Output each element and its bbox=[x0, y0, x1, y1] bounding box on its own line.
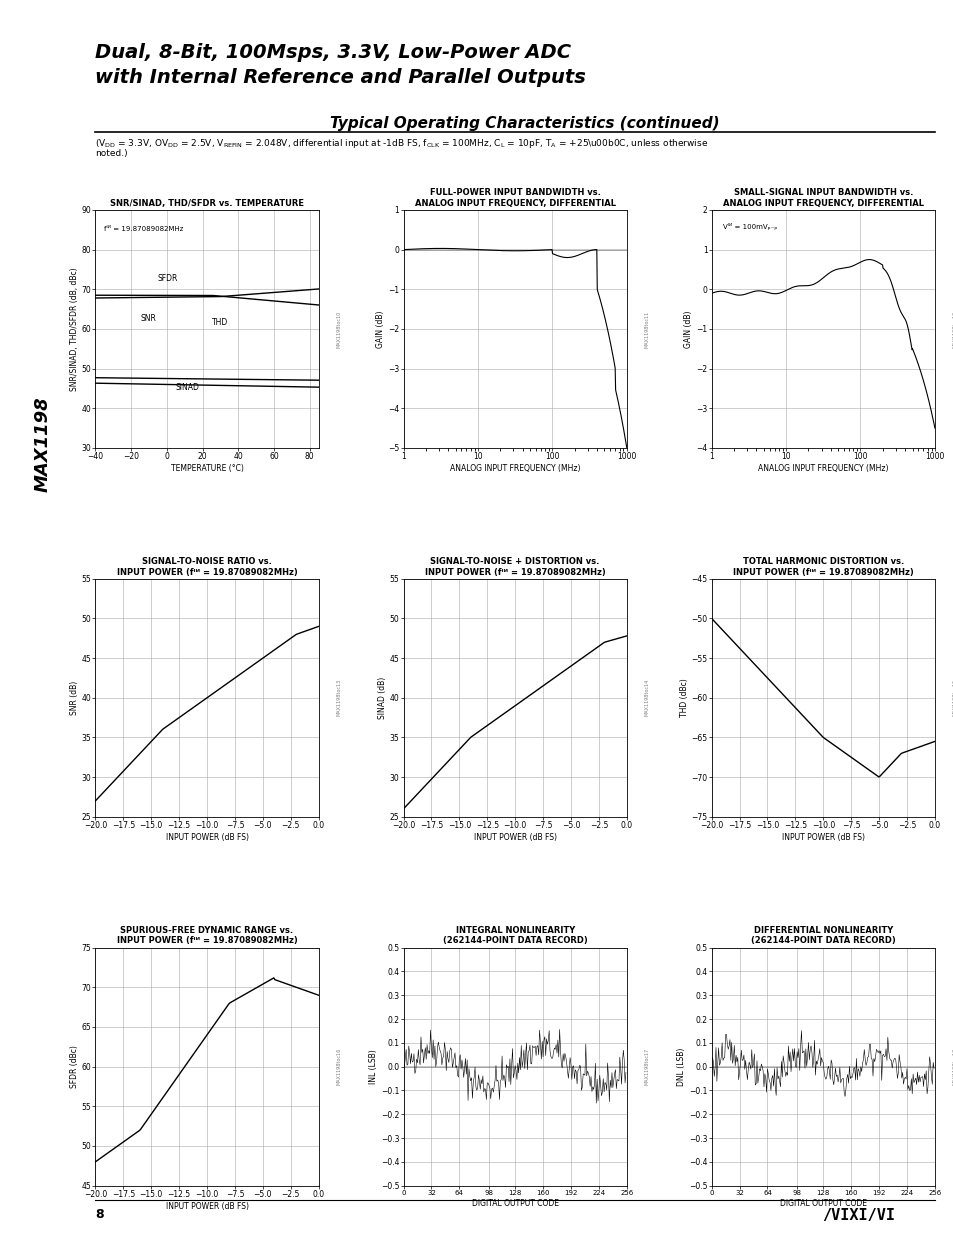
Title: SPURIOUS-FREE DYNAMIC RANGE vs.
INPUT POWER (fᴵᴻ = 19.87089082MHz): SPURIOUS-FREE DYNAMIC RANGE vs. INPUT PO… bbox=[116, 926, 297, 946]
X-axis label: INPUT POWER (dB FS): INPUT POWER (dB FS) bbox=[166, 1202, 249, 1210]
X-axis label: INPUT POWER (dB FS): INPUT POWER (dB FS) bbox=[473, 832, 557, 842]
Text: fᴵᴻ = 19.87089082MHz: fᴵᴻ = 19.87089082MHz bbox=[104, 226, 184, 232]
Text: SINAD: SINAD bbox=[175, 383, 199, 393]
Text: THD: THD bbox=[212, 317, 228, 327]
Y-axis label: DNL (LSB): DNL (LSB) bbox=[677, 1047, 685, 1086]
Title: INTEGRAL NONLINEARITY
(262144-POINT DATA RECORD): INTEGRAL NONLINEARITY (262144-POINT DATA… bbox=[442, 926, 587, 946]
Text: SNR: SNR bbox=[140, 314, 155, 324]
Title: DIFFERENTIAL NONLINEARITY
(262144-POINT DATA RECORD): DIFFERENTIAL NONLINEARITY (262144-POINT … bbox=[750, 926, 895, 946]
Y-axis label: SINAD (dB): SINAD (dB) bbox=[377, 677, 386, 719]
X-axis label: DIGITAL OUTPUT CODE: DIGITAL OUTPUT CODE bbox=[471, 1198, 558, 1208]
Y-axis label: SFDR (dBc): SFDR (dBc) bbox=[70, 1045, 79, 1088]
X-axis label: INPUT POWER (dB FS): INPUT POWER (dB FS) bbox=[166, 832, 249, 842]
Text: MAX1198toc14: MAX1198toc14 bbox=[644, 679, 649, 716]
X-axis label: TEMPERATURE (°C): TEMPERATURE (°C) bbox=[171, 464, 243, 473]
Text: MAX1198toc18: MAX1198toc18 bbox=[952, 1049, 953, 1086]
Y-axis label: INL (LSB): INL (LSB) bbox=[369, 1050, 377, 1084]
Y-axis label: SNR/SINAD, THD/SFDR (dB, dBc): SNR/SINAD, THD/SFDR (dB, dBc) bbox=[70, 267, 79, 390]
Title: SIGNAL-TO-NOISE + DISTORTION vs.
INPUT POWER (fᴵᴻ = 19.87089082MHz): SIGNAL-TO-NOISE + DISTORTION vs. INPUT P… bbox=[424, 557, 605, 577]
Text: MAX1198toc13: MAX1198toc13 bbox=[336, 679, 341, 716]
Title: SMALL-SIGNAL INPUT BANDWIDTH vs.
ANALOG INPUT FREQUENCY, DIFFERENTIAL: SMALL-SIGNAL INPUT BANDWIDTH vs. ANALOG … bbox=[722, 189, 923, 207]
X-axis label: ANALOG INPUT FREQUENCY (MHz): ANALOG INPUT FREQUENCY (MHz) bbox=[450, 464, 579, 473]
Text: MAX1198toc12: MAX1198toc12 bbox=[952, 310, 953, 347]
Text: SFDR: SFDR bbox=[158, 274, 178, 283]
Title: SNR/SINAD, THD/SFDR vs. TEMPERATURE: SNR/SINAD, THD/SFDR vs. TEMPERATURE bbox=[110, 199, 304, 207]
Text: MAX1198toc10: MAX1198toc10 bbox=[336, 310, 341, 347]
Title: FULL-POWER INPUT BANDWIDTH vs.
ANALOG INPUT FREQUENCY, DIFFERENTIAL: FULL-POWER INPUT BANDWIDTH vs. ANALOG IN… bbox=[415, 189, 615, 207]
Title: TOTAL HARMONIC DISTORTION vs.
INPUT POWER (fᴵᴻ = 19.87089082MHz): TOTAL HARMONIC DISTORTION vs. INPUT POWE… bbox=[732, 557, 913, 577]
Y-axis label: GAIN (dB): GAIN (dB) bbox=[683, 310, 693, 348]
Y-axis label: GAIN (dB): GAIN (dB) bbox=[375, 310, 385, 348]
Text: (V$_{\rm DD}$ = 3.3V, OV$_{\rm DD}$ = 2.5V, V$_{\rm REFIN}$ = 2.048V, differenti: (V$_{\rm DD}$ = 3.3V, OV$_{\rm DD}$ = 2.… bbox=[95, 137, 708, 151]
X-axis label: INPUT POWER (dB FS): INPUT POWER (dB FS) bbox=[781, 832, 863, 842]
Text: MAX1198toc16: MAX1198toc16 bbox=[336, 1049, 341, 1086]
Title: SIGNAL-TO-NOISE RATIO vs.
INPUT POWER (fᴵᴻ = 19.87089082MHz): SIGNAL-TO-NOISE RATIO vs. INPUT POWER (f… bbox=[116, 557, 297, 577]
Text: MAX1198toc11: MAX1198toc11 bbox=[644, 310, 649, 347]
Text: 8: 8 bbox=[95, 1208, 104, 1221]
Text: MAX1198toc15: MAX1198toc15 bbox=[952, 679, 953, 716]
Y-axis label: THD (dBc): THD (dBc) bbox=[679, 678, 688, 718]
Text: Dual, 8-Bit, 100Msps, 3.3V, Low-Power ADC: Dual, 8-Bit, 100Msps, 3.3V, Low-Power AD… bbox=[95, 43, 571, 62]
Text: MAX1198toc17: MAX1198toc17 bbox=[644, 1049, 649, 1086]
X-axis label: DIGITAL OUTPUT CODE: DIGITAL OUTPUT CODE bbox=[779, 1198, 866, 1208]
Text: Typical Operating Characteristics (continued): Typical Operating Characteristics (conti… bbox=[330, 116, 719, 131]
Y-axis label: SNR (dB): SNR (dB) bbox=[70, 680, 79, 715]
Text: /VIXI/VI: /VIXI/VI bbox=[821, 1208, 894, 1223]
X-axis label: ANALOG INPUT FREQUENCY (MHz): ANALOG INPUT FREQUENCY (MHz) bbox=[758, 464, 887, 473]
Text: Vᴵᴻ = 100mVₚ₋ₚ: Vᴵᴻ = 100mVₚ₋ₚ bbox=[722, 224, 777, 230]
Text: noted.): noted.) bbox=[95, 149, 128, 158]
Text: MAX1198: MAX1198 bbox=[34, 396, 51, 493]
Text: with Internal Reference and Parallel Outputs: with Internal Reference and Parallel Out… bbox=[95, 68, 586, 86]
